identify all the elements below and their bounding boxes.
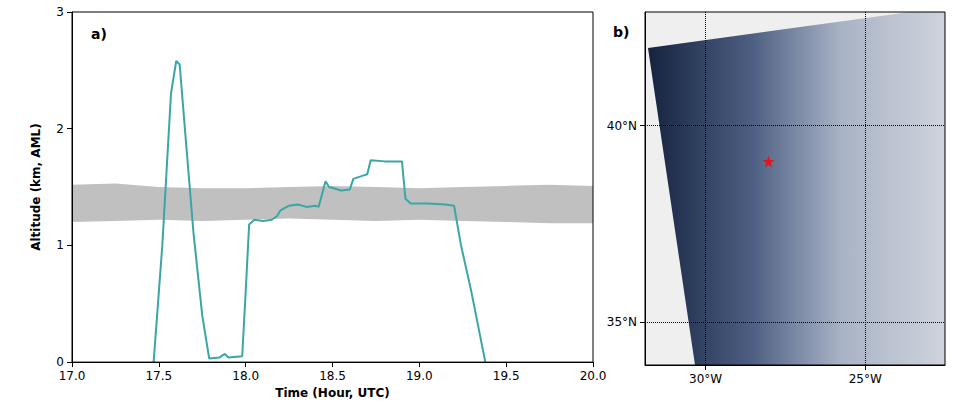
svg-text:25°W: 25°W (849, 372, 882, 386)
svg-text:19.0: 19.0 (406, 369, 433, 383)
svg-text:Time (Hour, UTC): Time (Hour, UTC) (275, 386, 390, 400)
svg-text:19.5: 19.5 (493, 369, 520, 383)
svg-text:2: 2 (56, 122, 64, 136)
svg-text:3: 3 (56, 5, 64, 19)
svg-text:0: 0 (56, 355, 64, 369)
svg-text:a): a) (91, 26, 107, 42)
svg-text:1: 1 (56, 238, 64, 252)
svg-text:b): b) (613, 24, 629, 40)
svg-text:18.5: 18.5 (319, 369, 346, 383)
svg-text:17.0: 17.0 (59, 369, 86, 383)
svg-text:17.5: 17.5 (145, 369, 172, 383)
svg-text:30°W: 30°W (689, 372, 722, 386)
svg-text:40°N: 40°N (607, 119, 637, 133)
svg-text:35°N: 35°N (607, 315, 637, 329)
svg-text:Altitude (km, AML): Altitude (km, AML) (29, 123, 43, 251)
svg-text:18.0: 18.0 (232, 369, 259, 383)
svg-text:20.0: 20.0 (580, 369, 607, 383)
